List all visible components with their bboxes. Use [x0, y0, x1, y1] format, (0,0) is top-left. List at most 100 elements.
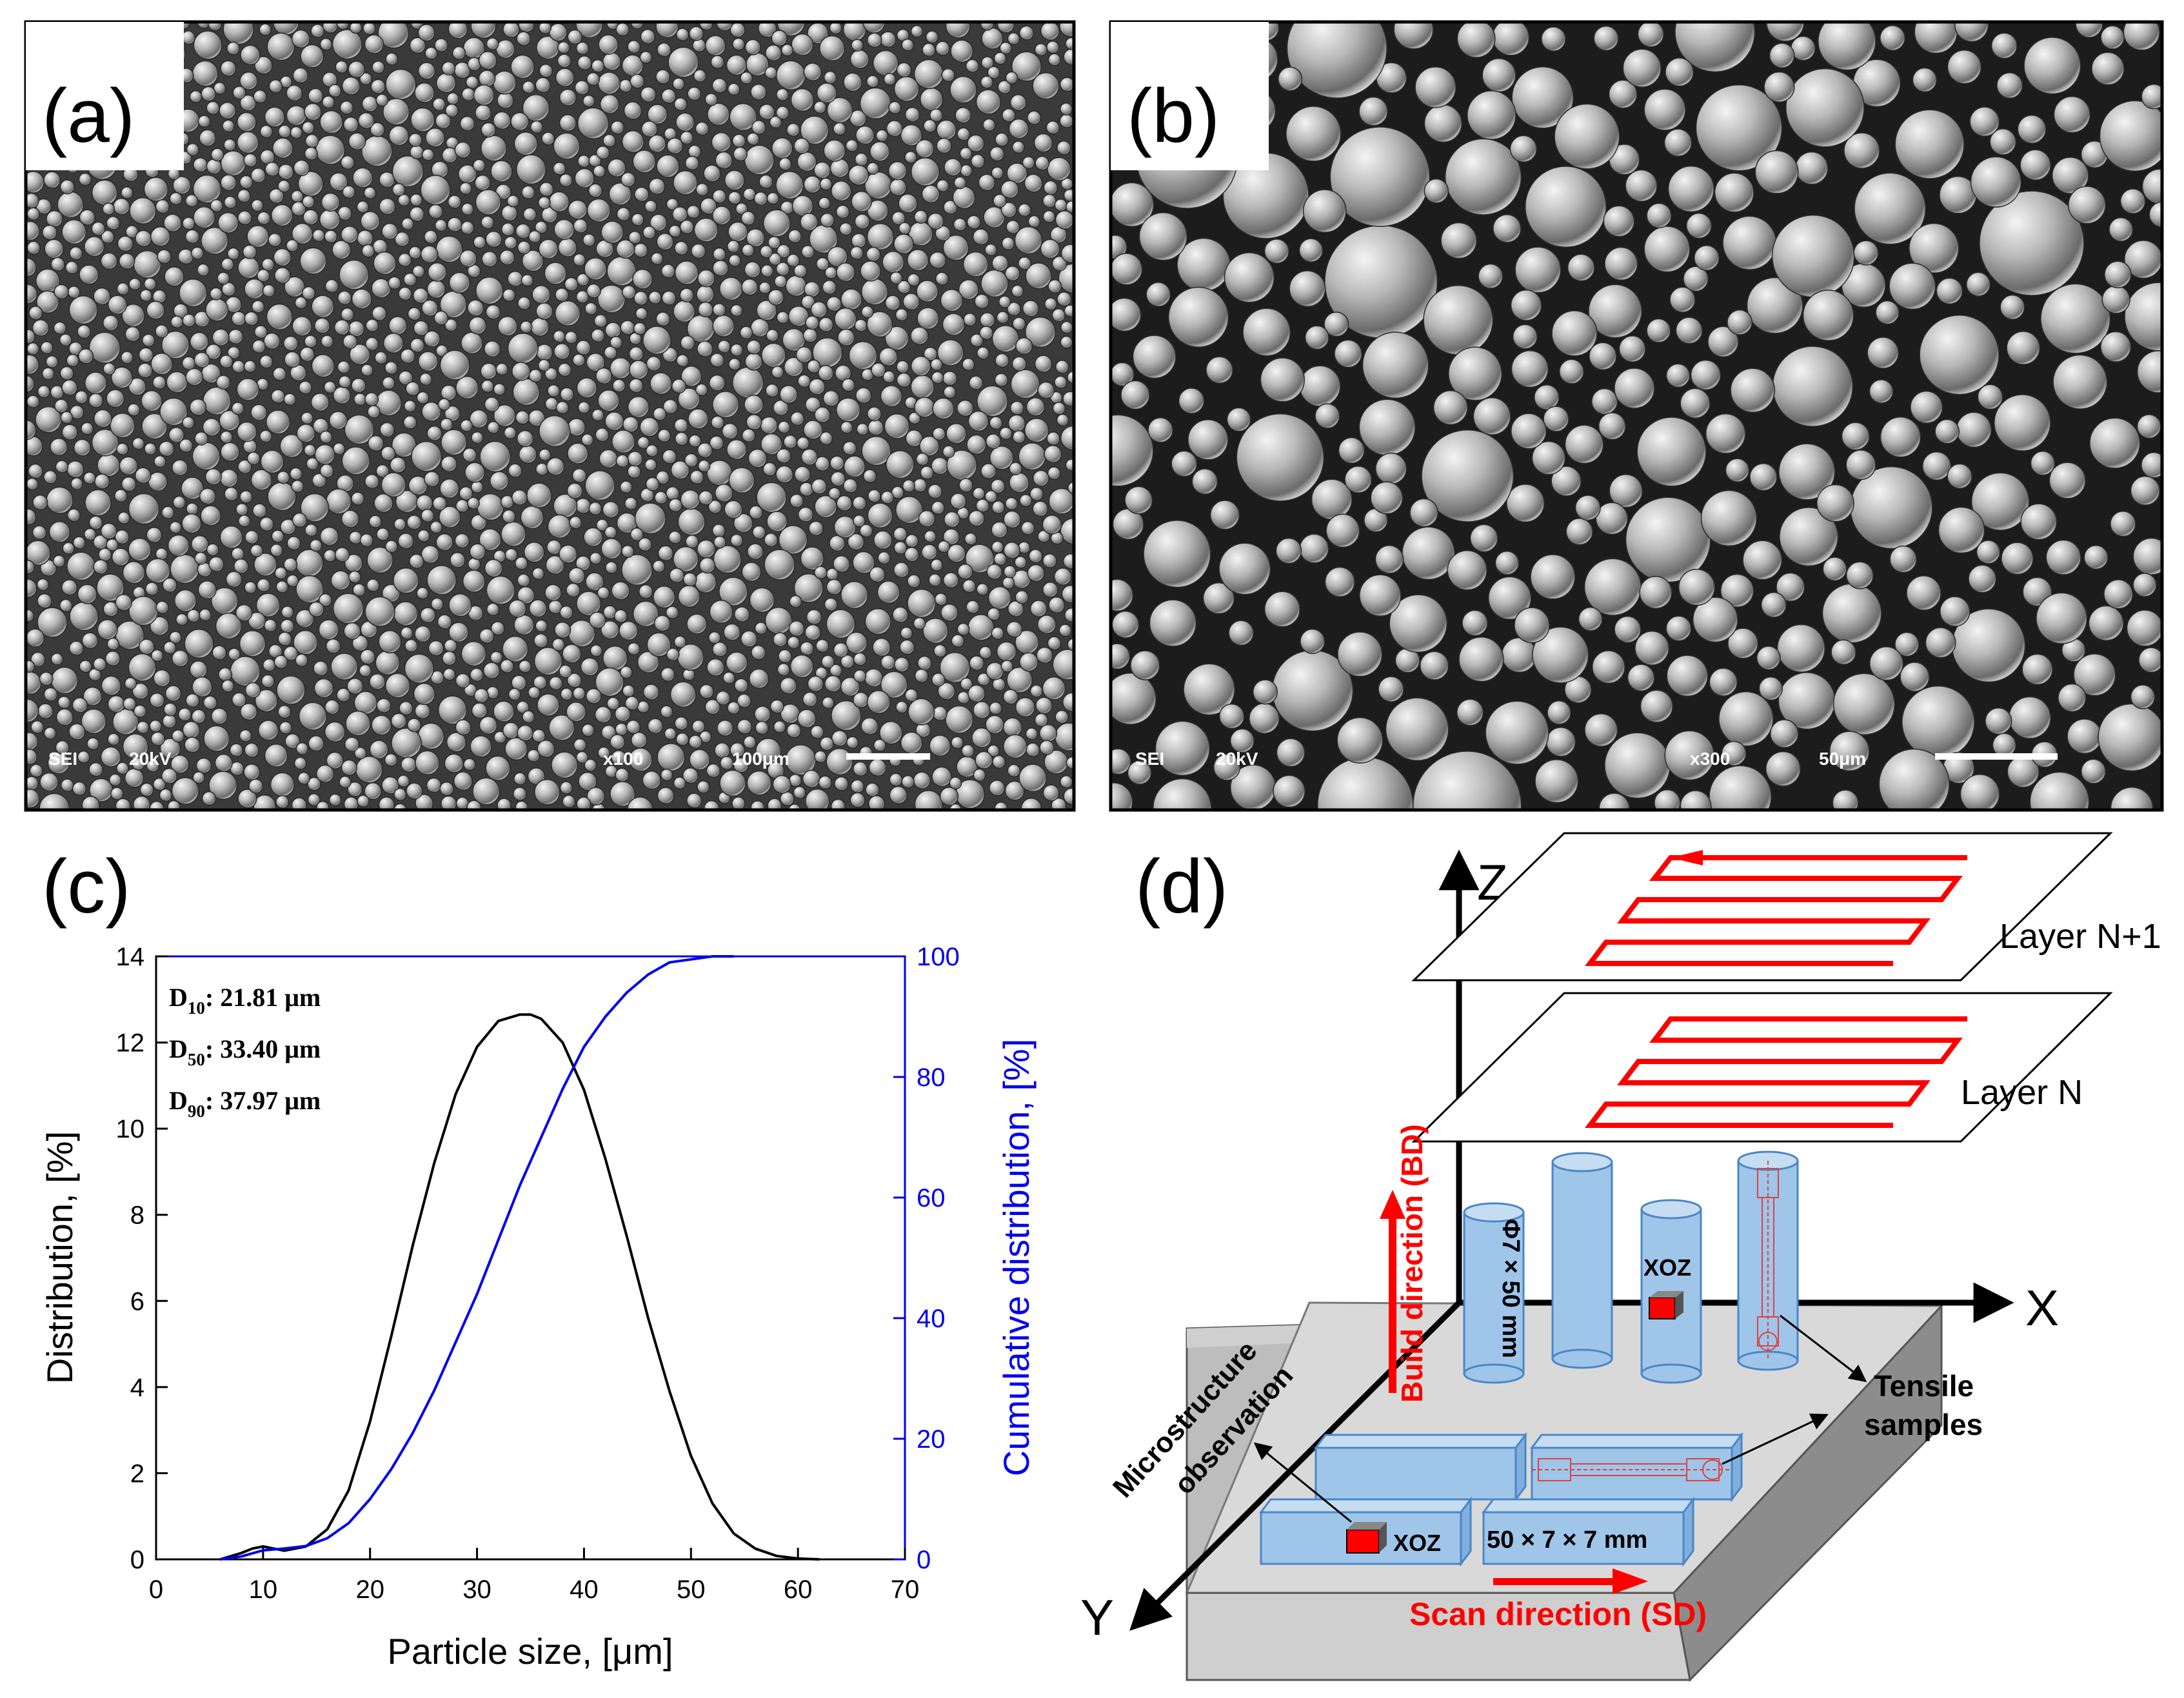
- powder-particle: [847, 533, 865, 551]
- powder-particle: [1042, 210, 1056, 223]
- powder-particle: [898, 193, 918, 213]
- powder-particle: [455, 719, 472, 736]
- powder-particle: [748, 505, 763, 520]
- powder-particle: [138, 638, 155, 655]
- powder-particle: [1554, 103, 1620, 170]
- powder-particle: [295, 609, 315, 628]
- powder-particle: [684, 453, 699, 468]
- powder-particle: [43, 469, 57, 484]
- powder-particle: [779, 157, 792, 171]
- powder-particle: [902, 479, 915, 493]
- powder-particle: [2022, 577, 2052, 607]
- powder-particle: [539, 63, 553, 78]
- powder-particle: [375, 464, 390, 478]
- powder-particle: [1047, 636, 1062, 651]
- powder-particle: [1730, 368, 1776, 413]
- powder-particle: [629, 360, 649, 380]
- powder-particle: [1419, 651, 1449, 680]
- powder-particle: [26, 354, 40, 375]
- powder-particle: [606, 696, 620, 711]
- powder-particle: [1511, 350, 1549, 388]
- powder-particle: [632, 600, 659, 627]
- powder-particle: [1409, 498, 1438, 528]
- powder-particle: [514, 557, 528, 570]
- powder-particle: [704, 93, 718, 106]
- powder-particle: [425, 127, 445, 148]
- powder-particle: [26, 578, 37, 598]
- powder-particle: [910, 355, 931, 377]
- powder-particle: [877, 551, 891, 565]
- powder-particle: [1111, 748, 1131, 775]
- powder-particle: [711, 132, 732, 153]
- powder-particle: [513, 614, 535, 636]
- powder-particle: [697, 301, 714, 317]
- powder-particle: [913, 617, 926, 630]
- y-tick-label: 4: [130, 1374, 144, 1402]
- powder-particle: [530, 120, 544, 133]
- powder-particle: [381, 472, 406, 498]
- powder-particle: [281, 606, 294, 619]
- powder-particle: [1043, 180, 1058, 195]
- powder-particle: [459, 115, 475, 132]
- sem-info-bar-a: SEI 20kV x100 100μm: [48, 749, 930, 769]
- powder-particle: [455, 499, 470, 513]
- powder-particle: [913, 478, 928, 493]
- layer-n-label: Layer N: [1961, 1073, 2083, 1112]
- powder-particle: [292, 512, 308, 528]
- powder-particle: [1047, 157, 1071, 181]
- cumulative-distribution-line: [220, 955, 734, 1561]
- powder-particle: [481, 379, 494, 393]
- powder-particle: [691, 243, 706, 259]
- powder-particle: [270, 772, 295, 797]
- powder-particle: [973, 768, 986, 782]
- powder-particle: [244, 529, 259, 544]
- powder-particle: [421, 299, 439, 317]
- x-tick-label: 30: [462, 1575, 491, 1604]
- powder-particle: [910, 375, 935, 399]
- powder-particle: [1060, 103, 1073, 115]
- powder-particle: [246, 225, 270, 248]
- powder-particle: [708, 374, 726, 391]
- powder-particle: [1532, 626, 1589, 684]
- powder-particle: [103, 601, 119, 617]
- powder-particle: [811, 478, 828, 495]
- powder-particle: [191, 246, 204, 260]
- powder-particle: [236, 378, 260, 401]
- powder-particle: [800, 546, 824, 571]
- powder-particle: [910, 326, 929, 346]
- powder-particle: [231, 547, 244, 561]
- powder-particle: [211, 707, 228, 725]
- powder-particle: [806, 609, 822, 625]
- powder-particle: [210, 148, 224, 162]
- powder-particle: [969, 655, 985, 671]
- powder-particle: [746, 413, 762, 431]
- powder-particle: [1024, 173, 1043, 193]
- powder-particle: [335, 60, 348, 74]
- x-tick-label: 40: [570, 1575, 599, 1604]
- powder-particle: [628, 230, 642, 244]
- powder-particle: [1064, 304, 1074, 317]
- powder-particle: [32, 494, 48, 510]
- powder-particle: [564, 277, 579, 291]
- powder-particle: [240, 44, 261, 65]
- powder-particle: [1875, 300, 1900, 325]
- powder-particle: [1056, 413, 1069, 427]
- powder-particle: [1026, 397, 1046, 417]
- powder-particle: [610, 734, 626, 750]
- powder-particle: [298, 380, 312, 395]
- powder-particle: [697, 539, 716, 558]
- powder-particle: [197, 580, 217, 600]
- powder-particle: [989, 146, 1005, 162]
- powder-particle: [233, 558, 249, 574]
- powder-particle: [802, 691, 818, 707]
- powder-particle: [284, 733, 301, 749]
- powder-particle: [553, 219, 575, 241]
- powder-particle: [2029, 771, 2090, 810]
- powder-particle: [686, 793, 702, 809]
- powder-particle: [717, 339, 731, 353]
- powder-particle: [426, 425, 442, 441]
- powder-particle: [244, 311, 259, 326]
- powder-particle: [1359, 574, 1402, 617]
- powder-particle: [930, 558, 944, 571]
- powder-particle: [295, 653, 308, 667]
